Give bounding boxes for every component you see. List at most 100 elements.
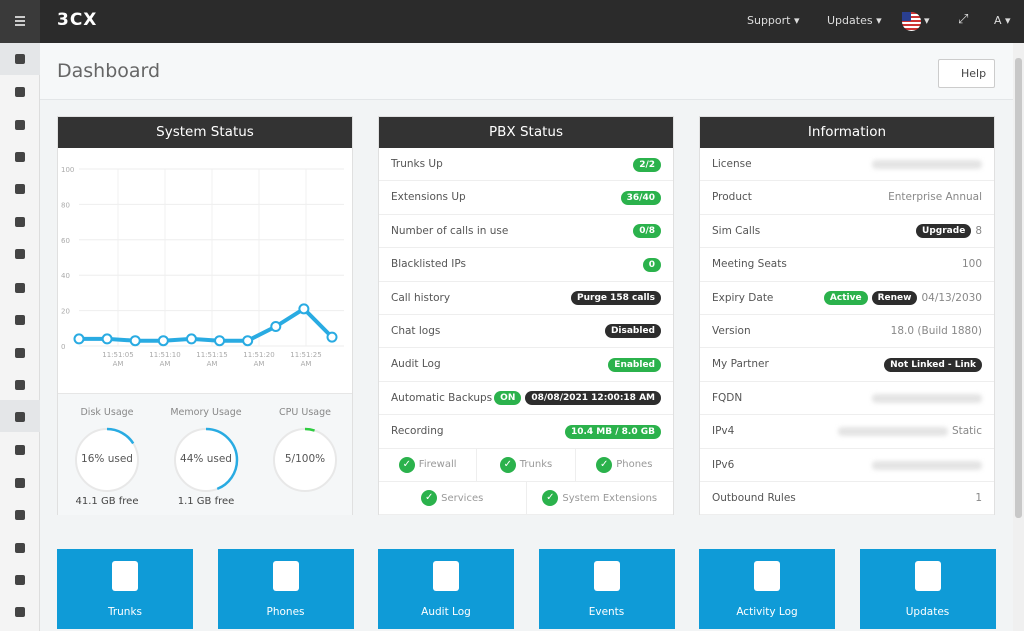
information-panel: Information License Product Enterprise Annu… — [699, 116, 995, 516]
menu-button[interactable] — [0, 0, 40, 43]
language-flag[interactable] — [902, 12, 921, 31]
sidebar-icon[interactable] — [15, 184, 25, 194]
row-values: 100 — [962, 248, 982, 281]
row-label: Version — [712, 324, 751, 337]
badge[interactable]: 36/40 — [620, 190, 661, 205]
sidebar-icon[interactable] — [15, 575, 25, 585]
sidebar-icon[interactable] — [15, 543, 25, 553]
row-value: Enterprise Annual — [888, 191, 982, 204]
badge[interactable]: 0/8 — [633, 224, 661, 239]
row-values: Purge 158 calls — [571, 282, 661, 315]
fullscreen-button[interactable]: ⤢ — [958, 12, 969, 27]
status-row: My Partner Not Linked - Link — [700, 348, 994, 382]
tile-label: Audit Log — [421, 606, 471, 618]
badge[interactable]: 10.4 MB / 8.0 GB — [564, 424, 661, 439]
sidebar-icon[interactable] — [15, 478, 25, 488]
row-label: Expiry Date — [712, 291, 774, 304]
menu-updates[interactable]: Updates ▾ — [827, 14, 882, 27]
scrollbar-thumb[interactable] — [1015, 58, 1022, 518]
row-values: 36/40 — [620, 181, 661, 214]
sidebar-icon[interactable] — [15, 380, 25, 390]
badge[interactable]: ON — [494, 391, 522, 406]
pbx-status-panel: PBX Status Trunks Up 2/2 Extensions Up 36/40… — [378, 116, 674, 516]
sidebar-icon[interactable] — [15, 249, 25, 259]
help-label: Help — [961, 67, 987, 80]
sidebar-icon[interactable] — [15, 412, 25, 422]
badge[interactable]: Active — [823, 291, 868, 306]
row-label: Trunks Up — [391, 158, 443, 170]
cpu-point — [185, 333, 197, 345]
tile-icon — [593, 561, 620, 591]
row-label: Outbound Rules — [712, 491, 796, 504]
sidebar-icon[interactable] — [15, 348, 25, 358]
status-row: License — [700, 148, 994, 182]
panel-title: PBX Status — [379, 117, 673, 148]
sidebar-icon[interactable] — [15, 87, 25, 97]
shortcut-tile[interactable]: Events — [538, 549, 675, 629]
row-label: Product — [712, 191, 752, 204]
row-values: Active Renew 04/13/2030 — [823, 282, 982, 315]
status-row: FQDN — [700, 382, 994, 416]
status-row: Expiry Date Active Renew 04/13/2030 — [700, 282, 994, 315]
menu-support[interactable]: Support ▾ — [747, 14, 800, 27]
sidebar-icon[interactable] — [15, 120, 25, 130]
sidebar-icon[interactable] — [15, 315, 25, 325]
row-value: 100 — [961, 258, 982, 271]
gauge-text: 16% used — [81, 453, 133, 465]
sidebar-icon[interactable] — [15, 283, 25, 293]
badge[interactable]: Enabled — [608, 357, 661, 372]
flag-canton — [902, 12, 911, 21]
row-label: Recording — [391, 425, 444, 438]
check-item: ✓ Firewall — [379, 449, 476, 481]
sidebar-icon[interactable] — [15, 54, 25, 64]
gauge-arc — [272, 427, 338, 493]
logo[interactable]: 3CX — [57, 10, 98, 30]
row-value: 8 — [975, 224, 982, 237]
y-tick-label: 80 — [61, 201, 70, 209]
shortcut-tile[interactable]: Activity Log — [699, 549, 835, 629]
shortcut-tile[interactable]: Phones — [217, 549, 354, 629]
row-values: ON 08/08/2021 12:00:18 AM — [494, 382, 661, 415]
status-row: IPv4 Static — [700, 415, 994, 449]
row-label: Automatic Backups — [391, 391, 493, 404]
flag-caret: ▾ — [924, 14, 930, 27]
cpu-point — [101, 333, 113, 345]
check-label: Firewall — [418, 459, 457, 471]
row-values: 0 — [642, 248, 661, 281]
badge[interactable]: Not Linked - Link — [884, 357, 982, 372]
badge[interactable]: 0 — [642, 257, 661, 272]
badge[interactable]: 2/2 — [633, 157, 661, 172]
check-label: System Extensions — [562, 492, 658, 504]
shortcut-tile[interactable]: Audit Log — [378, 549, 514, 629]
badge[interactable]: Upgrade — [916, 224, 972, 239]
sidebar-icon[interactable] — [15, 152, 25, 162]
row-value: 1 — [975, 491, 982, 504]
sidebar-icon[interactable] — [15, 445, 25, 455]
usage-gauges — [74, 427, 338, 493]
help-button[interactable]: Help — [938, 59, 995, 88]
sidebar-icon[interactable] — [15, 217, 25, 227]
badge[interactable]: Disabled — [604, 324, 661, 339]
menu-label: A — [994, 14, 1002, 27]
shortcut-tile[interactable]: Trunks — [57, 549, 193, 629]
sidebar-icon[interactable] — [15, 510, 25, 520]
tile-label: Phones — [266, 606, 305, 618]
shortcut-tile[interactable]: Updates — [859, 549, 996, 629]
menu-user[interactable]: A ▾ — [994, 14, 1011, 27]
menu-label: Updates — [827, 14, 873, 27]
gauge-arc — [74, 427, 140, 493]
badge[interactable]: 08/08/2021 12:00:18 AM — [525, 391, 661, 406]
row-value: Static — [951, 425, 982, 438]
badge[interactable]: Renew — [871, 291, 918, 306]
status-row: Chat logs Disabled — [379, 315, 673, 349]
badge[interactable]: Purge 158 calls — [571, 291, 661, 306]
row-values: Upgrade 8 — [916, 215, 982, 248]
status-row: Automatic Backups ON 08/08/2021 12:00:18 A… — [379, 382, 673, 416]
cpu-chart: 0 20 40 60 80 100 — [61, 166, 344, 351]
sidebar-icon[interactable] — [15, 607, 25, 617]
panel-title: System Status — [58, 117, 352, 148]
row-label: License — [712, 158, 752, 170]
tile-icon — [433, 561, 459, 591]
chart-area: 0 20 40 60 80 100 11:51:05 AM 11:51:10 AM 11:51:… — [58, 148, 352, 393]
